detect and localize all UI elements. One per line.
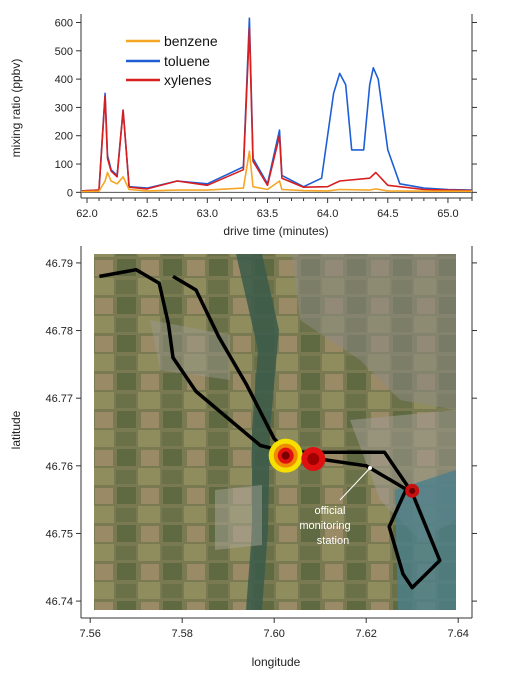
annotation-line-2: monitoring <box>299 520 350 532</box>
x-tick-label: 62.0 <box>76 208 97 220</box>
series-line-xylenes <box>80 27 473 192</box>
y-tick-label: 200 <box>55 131 73 143</box>
drive-track <box>99 267 442 590</box>
y-axis-ticks: 0 100 200 300 400 500 600 <box>55 17 477 199</box>
monitoring-station-annotation: official monitoring station <box>299 466 372 547</box>
y-tick-label: 400 <box>55 74 73 86</box>
y-tick-label: 0 <box>67 187 73 199</box>
map-x-tick-label: 7.60 <box>263 628 284 640</box>
y-tick-label: 100 <box>55 159 73 171</box>
legend-label-xylenes: xylenes <box>164 72 211 88</box>
annotation-line-3: station <box>317 535 349 547</box>
annotation-line-1: official <box>315 505 346 517</box>
legend-label-toluene: toluene <box>164 53 210 69</box>
map-y-tick-label: 46.76 <box>45 461 73 473</box>
map-y-tick-label: 46.79 <box>45 258 73 270</box>
hotspot-large <box>268 438 303 473</box>
x-tick-label: 63.0 <box>197 208 218 220</box>
annotation-arrow <box>339 467 371 501</box>
map-y-tick-label: 46.77 <box>45 393 73 405</box>
x-tick-label: 65.0 <box>437 208 458 220</box>
drive-track-path <box>99 267 442 590</box>
map-x-tick-label: 7.64 <box>447 628 468 640</box>
satellite-background <box>94 254 456 610</box>
map-x-tick-label: 7.62 <box>355 628 376 640</box>
map-y-tick-label: 46.75 <box>45 528 73 540</box>
y-tick-label: 600 <box>55 17 73 29</box>
y-tick-label: 500 <box>55 46 73 58</box>
hotspot-small <box>405 483 420 498</box>
y-axis-title: mixing ratio (ppbv) <box>9 59 23 158</box>
x-tick-label: 62.5 <box>136 208 157 220</box>
concentration-hotspots <box>268 438 420 498</box>
map-x-tick-label: 7.58 <box>171 628 192 640</box>
map-x-axis-title: longitude <box>252 655 301 669</box>
hotspot-medium <box>301 447 326 472</box>
x-tick-label: 64.0 <box>317 208 338 220</box>
legend: benzene toluene xylenes <box>126 33 218 88</box>
x-tick-label: 63.5 <box>257 208 278 220</box>
hotspot-ring <box>409 487 416 494</box>
map-y-axis-ticks: 46.74 46.75 46.76 46.77 46.78 46.79 <box>45 258 477 608</box>
hotspot-ring <box>307 453 320 466</box>
map-frame <box>80 246 473 619</box>
hotspot-ring <box>281 451 290 460</box>
map-y-axis-title: latitude <box>9 410 23 449</box>
map-y-tick-label: 46.78 <box>45 326 73 338</box>
x-tick-label: 64.5 <box>377 208 398 220</box>
time-series-chart: 0 100 200 300 400 500 600 62.0 62.5 63.0 63.5 64.0… <box>9 14 477 238</box>
monitoring-station-marker <box>368 466 372 470</box>
series-lines <box>80 17 473 193</box>
y-tick-label: 300 <box>55 102 73 114</box>
series-line-benzene <box>80 150 472 193</box>
map-x-tick-label: 7.56 <box>79 628 100 640</box>
legend-label-benzene: benzene <box>164 33 218 49</box>
map-y-tick-label: 46.74 <box>45 596 73 608</box>
series-line-toluene <box>80 17 473 192</box>
x-axis-ticks: 62.0 62.5 63.0 63.5 64.0 64.5 65.0 <box>76 198 473 220</box>
x-axis-title: drive time (minutes) <box>223 224 328 238</box>
map-x-axis-ticks: 7.56 7.58 7.60 7.62 7.64 <box>79 618 469 640</box>
